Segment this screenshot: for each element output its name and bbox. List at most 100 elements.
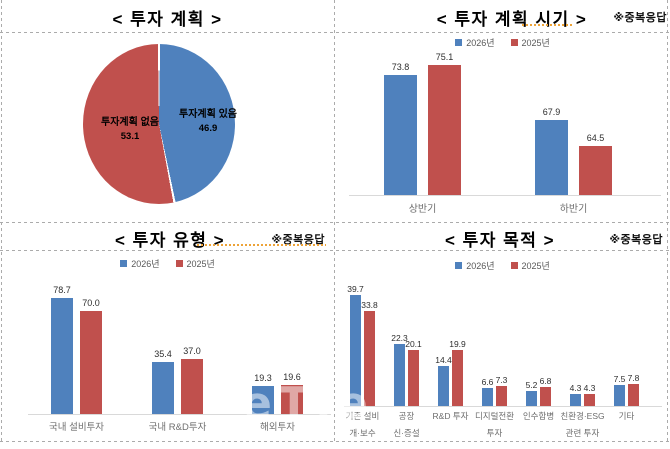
legend-label-2026: 2026년 [131,259,160,269]
legend-item-2025: 2025년 [175,257,215,270]
x-axis-line [28,414,331,415]
bar-2025년 [452,350,463,406]
bar-2026년 [252,386,274,414]
bar-2025년 [496,386,507,406]
bar-2026년 [51,298,73,414]
bar-2025년 [181,359,203,414]
category-label: 신·증설 [393,428,420,438]
category-label: 국내 설비투자 [48,422,105,433]
value-label: 7.5 [613,374,626,384]
legend-item-2025: 2025년 [510,36,550,49]
category-label: 상반기 [408,204,437,215]
legend-label-2025: 2025년 [521,261,550,271]
title-investment-plan: < 투자 계획 > [112,10,223,29]
note-duplicate-response-type: ※중복응답 [271,234,325,246]
legend-swatch-2026 [120,260,128,267]
category-label: 인수합병 [522,411,555,421]
category-label: 기존 설비 [345,411,380,421]
bar-2026년 [614,385,625,406]
pie-slice-value: 53.1 [120,131,140,142]
bar-2025년 [408,350,419,406]
bar-2025년 [428,65,461,195]
pie-slice-value: 46.9 [198,123,218,134]
value-label: 19.9 [449,339,466,349]
value-label: 4.3 [569,383,582,393]
bar-2026년 [152,362,174,414]
value-label: 5.2 [525,380,538,390]
value-label: 35.4 [154,349,172,359]
value-label: 67.9 [542,107,561,117]
bar-2025년 [584,394,595,406]
value-label: 73.8 [391,62,410,72]
x-axis-line [349,195,661,196]
x-axis-line [344,406,662,407]
legend-swatch-2025 [510,262,518,269]
divider-top-row-title [0,32,669,33]
value-label: 70.0 [82,298,100,308]
bar-2026년 [394,344,405,406]
legend-type: 2026년 2025년 [0,257,335,270]
legend-item-2026: 2026년 [120,257,160,270]
value-label: 19.6 [283,372,301,382]
legend-item-2026: 2026년 [455,36,495,49]
category-label: 개·보수 [349,428,376,438]
bar-2025년 [540,387,551,406]
legend-item-2026: 2026년 [455,259,495,272]
value-label: 64.5 [586,133,605,143]
bar-2025년 [579,146,612,195]
value-label: 7.3 [495,375,508,385]
bar-2026년 [535,120,568,195]
pie-investment-plan [83,44,235,204]
legend-swatch-2025 [510,39,518,46]
value-label: 75.1 [435,52,454,62]
title-investment-purpose: < 투자 목적 > [444,231,556,250]
value-label: 78.7 [53,285,71,295]
divider-bottom-row-title [0,250,669,251]
category-label: 국내 R&D투자 [148,422,207,433]
note-duplicate-response-timing: ※중복응답 [613,12,667,24]
category-label: 투자 [486,428,503,438]
divider-vertical-left [1,0,2,442]
title-investment-type: < 투자 유형 > [114,231,226,250]
category-label: 공장 [398,411,415,421]
category-label: R&D 투자 [432,411,469,421]
orange-underline-timing [522,24,572,26]
category-label: 관련 투자 [565,428,600,438]
divider-vertical-right [667,0,668,442]
bar-2025년 [364,311,375,406]
legend-item-2025: 2025년 [510,259,550,272]
value-label: 19.3 [254,373,272,383]
bar-2026년 [438,366,449,406]
value-label: 4.3 [583,383,596,393]
bar-2026년 [384,75,417,195]
legend-swatch-2026 [455,262,463,269]
value-label: 6.8 [539,376,552,386]
divider-bottom [0,441,669,442]
legend-swatch-2026 [455,39,463,46]
category-label: 하반기 [559,204,588,215]
legend-purpose: 2026년 2025년 [335,259,670,272]
legend-swatch-2025 [175,260,183,267]
divider-top-row-bottom [0,222,669,223]
pie-label-no-plan: 투자계획 없음 53.1 [75,113,185,142]
value-label: 14.4 [435,355,452,365]
note-duplicate-response-purpose: ※중복응답 [609,234,663,246]
category-label: 디지털전환 [474,411,515,421]
pie-slice-label: 투자계획 없음 [101,117,159,128]
category-label: 친환경·ESG [560,411,605,421]
value-label: 33.8 [361,300,378,310]
orange-underline-type-note [197,244,326,246]
value-label: 39.7 [347,284,364,294]
bar-2025년 [80,311,102,414]
pie-label-has-plan: 투자계획 있음 46.9 [153,105,263,134]
legend-label-2026: 2026년 [466,261,495,271]
bar-2026년 [350,295,361,406]
category-label: 해외투자 [260,422,295,433]
value-label: 6.6 [481,377,494,387]
legend-timing: 2026년 2025년 [335,36,670,49]
bar-2025년 [628,384,639,406]
category-label: 기타 [618,411,635,421]
value-label: 20.1 [405,339,422,349]
value-label: 7.8 [627,373,640,383]
